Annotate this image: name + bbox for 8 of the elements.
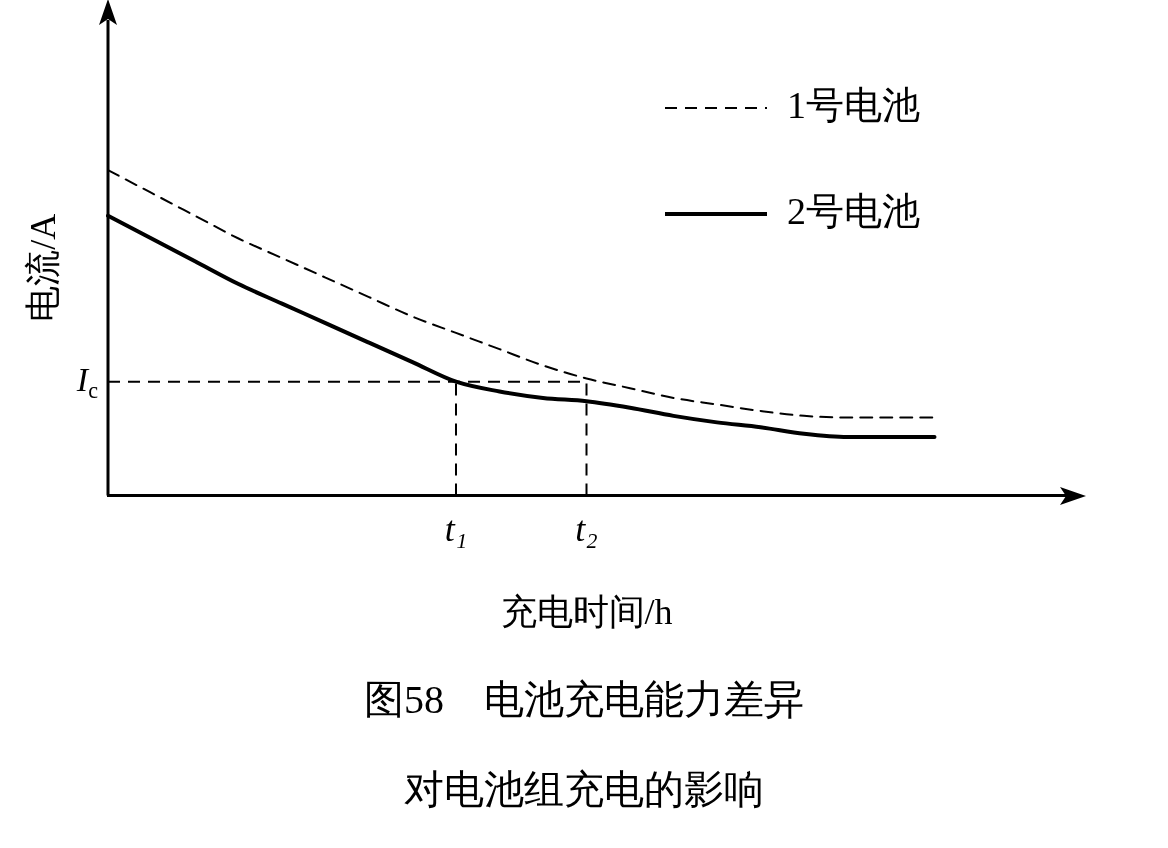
- text: 图58 电池充电能力差异: [363, 676, 805, 724]
- legend-label: 2号电池: [787, 189, 920, 232]
- y-axis-title: 电流/A: [23, 213, 64, 322]
- text: 对电池组充电的影响: [403, 766, 765, 814]
- x-tick-label: t₁: [444, 508, 468, 549]
- x-axis-title: 充电时间/h: [500, 591, 673, 632]
- legend-label: 1号电池: [787, 83, 920, 126]
- x-tick-label: t₂: [575, 508, 598, 549]
